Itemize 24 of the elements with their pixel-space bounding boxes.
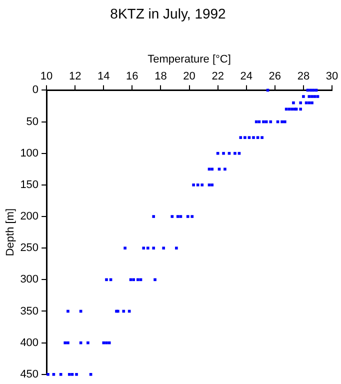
y-tick-label: 250: [20, 242, 39, 254]
x-tick-label: 22: [212, 70, 224, 83]
y-tick-label: 100: [20, 147, 39, 160]
x-tick-label: 24: [240, 70, 252, 83]
y-tick-label: 450: [20, 368, 39, 380]
x-tick-label: 18: [154, 70, 167, 83]
x-tick-label: 14: [98, 70, 110, 83]
x-tick-label: 26: [268, 70, 282, 83]
x-tick-label: 16: [126, 70, 138, 83]
x-tick-label: 12: [68, 70, 82, 83]
y-tick-label: 400: [20, 336, 39, 349]
y-tick-label: 200: [20, 210, 39, 223]
x-tick-label: 10: [40, 70, 53, 83]
x-tick-label: 28: [297, 70, 310, 83]
y-tick-label: 0: [32, 84, 39, 96]
y-axis-title: Depth [m]: [4, 208, 17, 256]
y-tick-label: 50: [26, 116, 39, 128]
y-tick-label: 350: [20, 305, 39, 318]
y-tick-label: 150: [20, 178, 39, 191]
y-tick-label: 300: [20, 274, 39, 286]
x-axis-title: Temperature [°C]: [148, 53, 231, 66]
x-tick-label: 30: [326, 70, 338, 83]
chart-title: 8KTZ in July, 1992: [110, 5, 226, 22]
x-tick-label: 20: [183, 70, 196, 83]
